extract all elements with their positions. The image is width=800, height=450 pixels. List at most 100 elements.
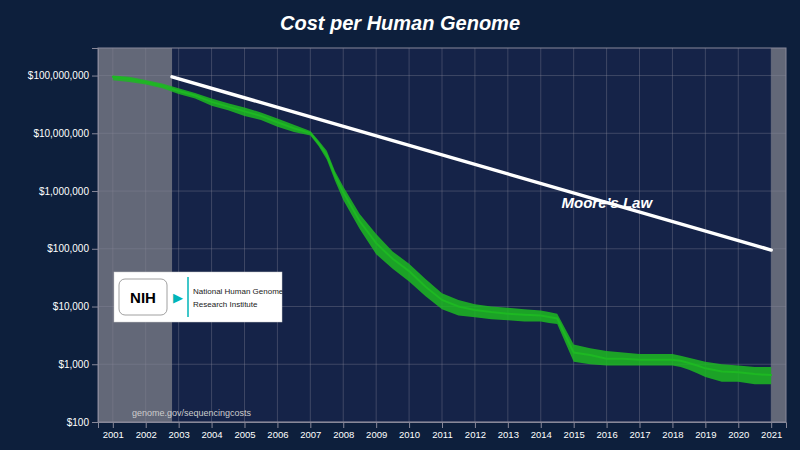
series-line [113,77,771,375]
logo-separator [187,277,189,317]
x-axis: 2001 2002 2003 2004 2005 2006 2007 2008 2009 2010… [99,422,787,440]
x-tick: 2017 [629,422,650,440]
y-tick-mark [92,191,98,192]
y-tick: $1,000,000 [39,186,98,197]
x-tick-label: 2020 [728,429,749,440]
x-tick-label: 2011 [432,429,452,440]
x-tick-mark [212,422,213,428]
grid-line-x [507,48,508,422]
x-tick-mark [640,422,641,428]
url-label: genome.gov/sequencingcosts [132,408,252,418]
x-tick-mark [409,422,410,428]
x-tick-label: 2012 [465,429,486,440]
series-label: Moore’s Law [562,194,654,211]
grid [98,48,786,422]
x-tick: 2008 [333,422,354,440]
x-tick-label: 2018 [662,429,683,440]
x-tick: 2015 [564,422,585,440]
y-tick: $100 [67,417,98,428]
x-tick-mark [672,422,673,428]
x-tick: 2012 [465,422,486,440]
x-tick: 2011 [432,422,452,440]
y-tick-mark [92,76,98,77]
grid-line-x [277,48,278,422]
y-tick: $1,000 [58,359,98,370]
x-tick-label: 2001 [103,429,124,440]
x-tick: 2010 [399,422,420,440]
x-tick-label: 2003 [169,429,190,440]
y-tick-mark [92,249,98,250]
grid-line-x [672,48,673,422]
grid-line-x [771,48,772,422]
y-tick: $10,000 [53,301,98,312]
x-tick-label: 2007 [300,429,321,440]
x-tick: 2014 [531,422,552,440]
grid-line-x [145,48,146,422]
x-tick: 2016 [597,422,618,440]
grid-line-x [639,48,640,422]
x-tick-mark [376,422,377,428]
x-tick-mark [508,422,509,428]
grid-line-y [98,191,786,192]
series-line [172,77,771,250]
x-tick-label: 2021 [761,429,782,440]
x-tick-mark [607,422,608,428]
x-tick: 2006 [267,422,288,440]
y-tick-label: $100,000 [47,243,89,254]
x-tick-label: 2005 [234,429,255,440]
x-tick-mark [146,422,147,428]
y-tick-label: $100,000,000 [28,70,90,81]
x-tick-mark [541,422,542,428]
y-tick-label: $10,000 [53,301,90,312]
x-tick-label: 2010 [399,429,420,440]
grid-line-x [606,48,607,422]
x-tick-label: 2008 [333,429,354,440]
x-tick-mark [475,422,476,428]
x-tick: 2005 [234,422,255,440]
grid-line-x [244,48,245,422]
x-axis-line [99,423,787,429]
grid-line-y [98,133,786,134]
x-tick-mark [771,422,772,428]
x-tick-label: 2002 [136,429,157,440]
logo: NIH▶National Human GenomeResearch Instit… [114,272,284,322]
y-tick-label: $100 [67,417,90,428]
x-tick-label: 2009 [366,429,387,440]
x-tick-label: 2014 [531,429,552,440]
plot-frame [98,48,786,422]
y-tick-mark [92,133,98,134]
series-band [113,76,771,385]
title: Cost per Human Genome [280,12,520,34]
background [0,0,800,450]
x-tick-mark [574,422,575,428]
x-tick: 2013 [498,422,519,440]
logo-caption: Research Institute [193,300,258,309]
x-tick-mark [738,422,739,428]
grid-line-x [409,48,410,422]
x-tick: 2019 [695,422,716,440]
x-tick: 2020 [728,422,749,440]
x-tick-mark [113,422,114,428]
grid-line-y [98,75,786,76]
grid-line-x [540,48,541,422]
x-tick-mark [179,422,180,428]
logo-caption: National Human Genome [193,287,284,296]
grid-line-x [573,48,574,422]
x-tick: 2004 [201,422,222,440]
y-tick-mark [92,364,98,365]
logo-background [114,272,282,322]
y-tick-label: $10,000,000 [33,128,89,139]
data-layer [98,48,786,422]
x-tick: 2001 [103,422,124,440]
y-axis-line [92,49,99,423]
plot: 2001 2002 2003 2004 2005 2006 2007 2008 2009 2010… [28,48,787,440]
x-tick-label: 2006 [267,429,288,440]
x-tick-label: 2004 [201,429,222,440]
grid-line-x [442,48,443,422]
x-tick: 2021 [761,422,782,440]
y-tick-mark [92,422,98,423]
logo-symbol: ▶ [173,290,183,305]
y-tick-mark [92,307,98,308]
x-tick-label: 2013 [498,429,519,440]
x-tick-label: 2017 [629,429,650,440]
